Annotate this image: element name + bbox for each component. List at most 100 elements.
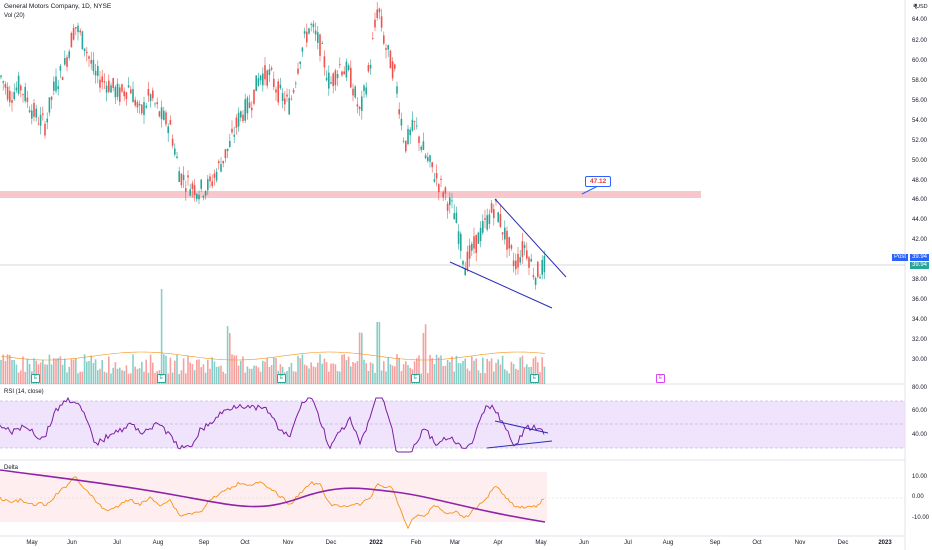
volume-bar bbox=[482, 357, 484, 384]
candle-body bbox=[211, 181, 213, 187]
volume-bar bbox=[308, 368, 310, 384]
volume-bar bbox=[290, 362, 293, 384]
volume-bar bbox=[453, 371, 455, 384]
volume-bar bbox=[191, 364, 194, 384]
candle-body bbox=[17, 75, 20, 94]
volume-bar bbox=[39, 362, 42, 384]
candle-body bbox=[400, 118, 403, 126]
resistance-zone bbox=[0, 191, 701, 198]
price-axis-label: 34.00 bbox=[912, 317, 928, 323]
volume-bar bbox=[237, 365, 240, 384]
chart-title: General Motors Company, 1D, NYSE bbox=[4, 3, 112, 10]
volume-bar bbox=[15, 364, 18, 384]
volume-bar bbox=[127, 373, 130, 384]
earnings-marker[interactable]: E bbox=[31, 374, 40, 383]
candle-body bbox=[70, 33, 73, 48]
post-market-label: Post bbox=[892, 254, 909, 261]
volume-indicator-label[interactable]: Vol (20) bbox=[4, 13, 25, 19]
volume-bar bbox=[99, 368, 101, 384]
volume-bar bbox=[345, 360, 348, 384]
time-axis-label: Jun bbox=[579, 540, 589, 546]
volume-bar bbox=[189, 362, 191, 384]
volume-bar bbox=[171, 372, 174, 384]
rsi-band bbox=[0, 401, 905, 448]
volume-bar bbox=[477, 370, 480, 384]
volume-bar bbox=[387, 357, 389, 384]
volume-bar bbox=[486, 358, 488, 384]
candle-body bbox=[94, 70, 97, 76]
candle-body bbox=[372, 38, 374, 39]
volume-bar bbox=[160, 289, 163, 384]
future-earnings-marker[interactable]: E bbox=[656, 374, 665, 383]
candle-body bbox=[83, 48, 86, 52]
price-callout[interactable]: 47.12 bbox=[585, 176, 612, 187]
rsi-axis-label: 40.00 bbox=[912, 432, 928, 438]
candle-body bbox=[339, 64, 341, 66]
candle-body bbox=[299, 61, 301, 64]
volume-bar bbox=[257, 367, 260, 384]
candle-body bbox=[193, 185, 196, 196]
price-axis-label: 38.00 bbox=[912, 277, 928, 283]
volume-bar bbox=[297, 355, 299, 384]
volume-bar bbox=[292, 371, 295, 384]
volume-bar bbox=[365, 363, 367, 384]
volume-bar bbox=[88, 360, 90, 384]
candle-body bbox=[391, 61, 394, 79]
candle-body bbox=[48, 97, 51, 113]
volume-bar bbox=[259, 371, 262, 384]
volume-bar bbox=[268, 366, 271, 384]
volume-bar bbox=[363, 359, 365, 384]
candle-body bbox=[462, 261, 464, 265]
candle-body bbox=[255, 75, 257, 91]
candle-body bbox=[33, 102, 35, 117]
earnings-marker[interactable]: E bbox=[530, 374, 539, 383]
volume-bar bbox=[90, 355, 92, 384]
earnings-marker[interactable]: E bbox=[411, 374, 420, 383]
volume-bar bbox=[180, 370, 183, 384]
earnings-marker[interactable]: E bbox=[277, 374, 286, 383]
candle-body bbox=[251, 107, 253, 111]
price-axis-label: 50.00 bbox=[912, 158, 928, 164]
currency-icon[interactable]: ₹ bbox=[913, 4, 918, 11]
candle-body bbox=[88, 56, 90, 59]
volume-bar bbox=[48, 354, 51, 384]
volume-bar bbox=[367, 370, 370, 384]
volume-bar bbox=[394, 366, 396, 384]
candle-body bbox=[4, 83, 7, 88]
rsi-line bbox=[0, 396, 545, 453]
price-axis-label: 64.00 bbox=[912, 17, 928, 23]
volume-bar bbox=[508, 373, 510, 384]
price-axis-label: 30.00 bbox=[912, 357, 928, 363]
candle-body bbox=[132, 88, 134, 103]
volume-bar bbox=[325, 362, 328, 384]
candle-body bbox=[101, 76, 103, 83]
volume-bar bbox=[174, 360, 176, 384]
candle-body bbox=[521, 241, 524, 257]
candle-body bbox=[490, 203, 493, 213]
delta-indicator-label[interactable]: Delta bbox=[4, 465, 19, 471]
candle-body bbox=[248, 102, 251, 108]
candle-body bbox=[411, 119, 414, 131]
time-axis-label: Feb bbox=[410, 540, 422, 546]
candle-body bbox=[13, 92, 15, 100]
candle-body bbox=[435, 172, 438, 179]
candle-body bbox=[378, 8, 381, 13]
volume-bar bbox=[543, 366, 546, 384]
volume-bar bbox=[372, 363, 374, 384]
candle-body bbox=[64, 58, 66, 65]
volume-bar bbox=[323, 358, 326, 384]
volume-bar bbox=[314, 367, 317, 384]
candle-body bbox=[292, 90, 295, 93]
earnings-marker[interactable]: E bbox=[157, 374, 166, 383]
candle-body bbox=[347, 65, 350, 71]
volume-bar bbox=[512, 364, 515, 384]
time-axis-label: Jul bbox=[113, 540, 121, 546]
time-axis-label: Jun bbox=[67, 540, 77, 546]
volume-bar bbox=[233, 355, 235, 384]
volume-bar bbox=[143, 371, 145, 384]
volume-bar bbox=[446, 360, 449, 384]
rsi-indicator-label[interactable]: RSI (14, close) bbox=[4, 389, 44, 395]
volume-bar bbox=[253, 365, 255, 384]
candle-body bbox=[81, 31, 84, 50]
